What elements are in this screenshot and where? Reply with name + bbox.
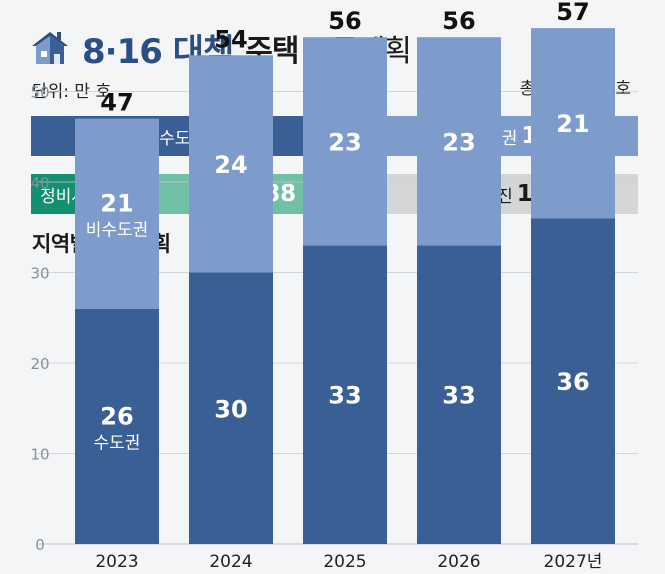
bar-value-label: 23 [442, 128, 475, 156]
y-tick-label: 20 [30, 355, 49, 373]
x-tick-label: 2026 [437, 552, 480, 572]
bar-noncapital [303, 37, 387, 246]
bar-value-label: 33 [328, 382, 361, 410]
y-tick-label: 50 [30, 84, 49, 102]
bar-total-label: 56 [328, 7, 361, 35]
bar-total-label: 47 [100, 89, 133, 117]
bar-value-label: 36 [556, 368, 589, 396]
bar-noncapital [417, 37, 501, 246]
x-tick-label: 2025 [323, 552, 366, 572]
bar-value-label: 21 [100, 190, 133, 218]
y-tick-label: 10 [30, 446, 49, 464]
series-name-label: 수도권 [94, 433, 141, 453]
house-icon [32, 32, 68, 64]
bar-value-label: 21 [556, 110, 589, 138]
x-tick-label: 2027년 [544, 552, 603, 572]
bar-value-label: 30 [214, 395, 247, 423]
x-tick-label: 2023 [95, 552, 138, 572]
bar-capital [303, 245, 387, 544]
bar-value-label: 24 [214, 151, 247, 179]
bar-noncapital [531, 28, 615, 219]
bar-capital [75, 308, 159, 544]
unit-label: 단위: 만 호 [32, 82, 112, 102]
bar-value-label: 26 [100, 402, 133, 430]
bar-noncapital [189, 55, 273, 273]
y-tick-label: 40 [30, 174, 49, 192]
bar-noncapital [75, 118, 159, 309]
bar-value-label: 23 [328, 128, 361, 156]
bar-capital [417, 245, 501, 544]
y-tick-label: 30 [30, 265, 49, 283]
x-tick-label: 2024 [209, 552, 252, 572]
bar-capital [531, 218, 615, 544]
bar-value-label: 33 [442, 382, 475, 410]
series-name-label: 비수도권 [86, 221, 149, 241]
bar-total-label: 57 [556, 0, 589, 26]
bar-total-label: 56 [442, 7, 475, 35]
bar-total-label: 54 [214, 25, 247, 53]
bar-capital [189, 272, 273, 544]
y-tick-label: 0 [35, 536, 45, 554]
